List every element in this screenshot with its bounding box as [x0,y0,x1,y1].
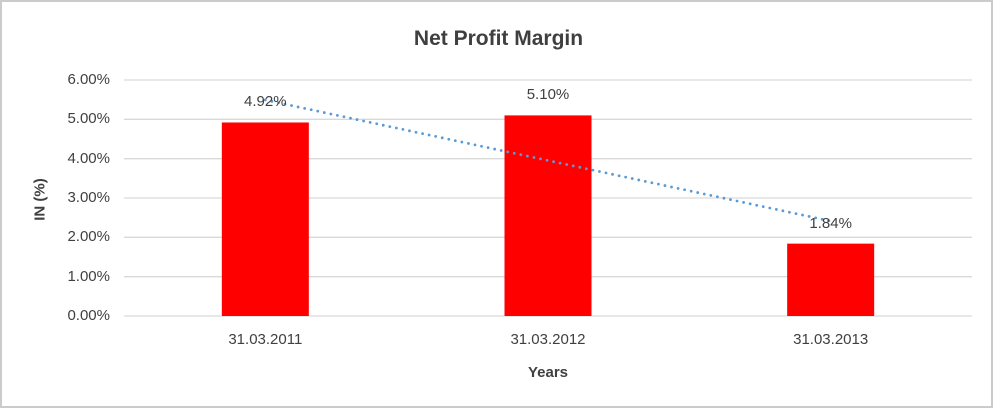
data-label: 4.92% [244,93,287,111]
chart-title: Net Profit Margin [413,27,584,50]
y-tick-label: 3.00% [67,189,110,206]
y-tick-label: 2.00% [67,228,110,246]
y-tick-label: 4.00% [67,149,110,167]
y-tick-label: 1.00% [67,267,110,285]
y-tick-label: 0.00% [67,307,110,324]
data-label: 1.84% [809,214,852,232]
data-label: 5.10% [526,86,570,104]
bar [504,115,592,317]
x-axis-title: Years [527,364,569,381]
bar [787,243,875,316]
category-label: 31.03.2013 [793,331,869,348]
y-tick-label: 5.00% [67,110,110,128]
category-label: 31.03.2011 [228,331,303,348]
category-label: 31.03.2012 [510,331,586,348]
y-tick-label: 6.00% [67,71,110,88]
bar [221,122,309,316]
trendline [263,98,833,223]
